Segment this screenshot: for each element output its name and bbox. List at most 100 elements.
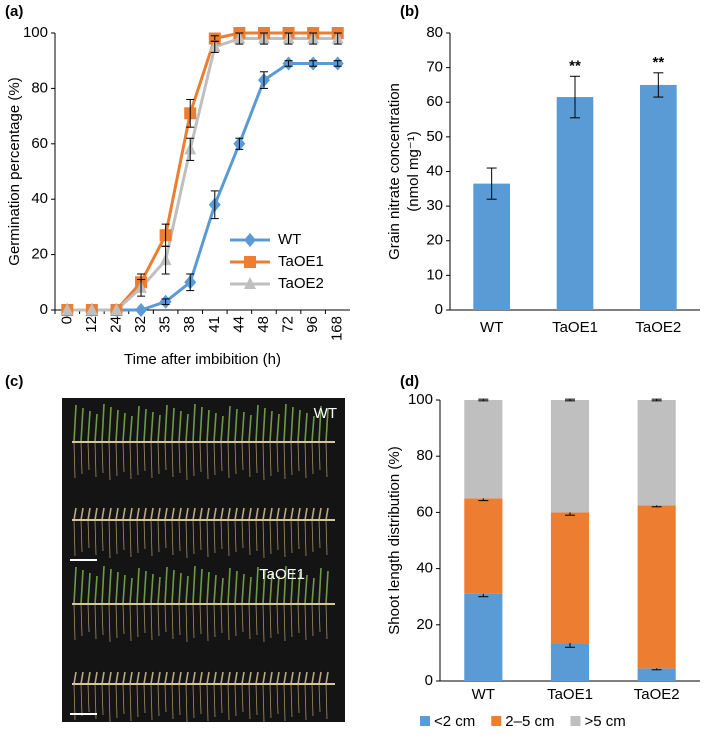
x-tick-label: TaOE2	[634, 686, 680, 703]
shoot	[276, 671, 280, 685]
root	[220, 683, 223, 714]
shoot	[199, 671, 203, 685]
y-tick-label: 70	[426, 59, 443, 76]
shoot	[318, 567, 322, 605]
shoot	[101, 403, 105, 443]
shoot	[136, 405, 140, 443]
root	[325, 683, 328, 720]
shoot	[136, 567, 140, 605]
shoot	[262, 671, 266, 685]
marker	[135, 303, 148, 317]
y-tick-label: 20	[31, 246, 48, 263]
root	[115, 441, 118, 477]
x-tick-label: TaOE1	[552, 319, 598, 336]
shoot	[227, 567, 231, 605]
root	[143, 683, 146, 714]
x-tick-label: TaOE2	[635, 319, 681, 336]
x-tick-label: 96	[304, 316, 321, 333]
root	[269, 441, 272, 477]
shoot	[234, 408, 238, 443]
shoot	[241, 507, 245, 521]
x-tick-label: 44	[230, 316, 247, 333]
x-tick-label: 0	[58, 316, 75, 324]
root	[304, 683, 307, 721]
root	[80, 519, 83, 553]
root	[213, 441, 216, 476]
root	[171, 519, 174, 556]
root	[101, 603, 104, 636]
shoot	[318, 507, 322, 521]
root	[297, 683, 300, 714]
root	[241, 519, 244, 549]
shoot	[199, 406, 203, 443]
shoot	[234, 570, 238, 605]
bar	[556, 97, 594, 311]
root	[115, 603, 118, 639]
shoot	[178, 572, 182, 605]
shoot	[185, 507, 189, 521]
shoot	[171, 569, 175, 605]
shoot	[304, 671, 308, 685]
shoot	[73, 671, 77, 685]
shoot	[108, 406, 112, 443]
shoot	[311, 671, 315, 685]
root	[276, 519, 279, 551]
shoot	[248, 576, 252, 605]
root	[255, 683, 258, 716]
root	[136, 441, 139, 476]
root	[150, 441, 153, 479]
root	[157, 603, 160, 637]
x-axis-label: Time after imbibition (h)	[124, 351, 281, 368]
root	[304, 603, 307, 641]
x-tick-label: TaOE1	[547, 686, 593, 703]
shoot	[297, 507, 301, 521]
photo-label: WT	[314, 405, 337, 422]
shoot	[199, 568, 203, 605]
shoot	[101, 671, 105, 685]
shoot	[318, 405, 322, 443]
shoot	[276, 507, 280, 521]
y-tick-label: 10	[426, 266, 443, 283]
root	[115, 519, 118, 555]
shoot	[94, 507, 98, 521]
shoot	[192, 403, 196, 443]
root	[234, 519, 237, 553]
shoot	[87, 572, 91, 605]
root	[262, 441, 265, 481]
shoot	[283, 403, 287, 443]
root	[108, 683, 111, 723]
shoot	[220, 671, 224, 685]
shoot	[220, 507, 224, 521]
shoot	[143, 570, 147, 605]
root	[80, 441, 83, 475]
shoot	[122, 507, 126, 521]
panel-label: (b)	[400, 3, 419, 20]
root	[311, 683, 314, 717]
root	[122, 603, 125, 635]
shoot	[283, 671, 287, 685]
root	[227, 683, 230, 721]
shoot	[255, 507, 259, 521]
shoot	[87, 671, 91, 685]
root	[115, 683, 118, 719]
shoot	[325, 570, 329, 605]
shoot	[311, 415, 315, 443]
shoot	[255, 404, 259, 443]
shoot	[171, 671, 175, 685]
x-tick-label: 35	[157, 316, 174, 333]
shoot	[206, 409, 210, 443]
root	[220, 603, 223, 634]
x-tick-label: 12	[83, 316, 100, 333]
bar	[640, 84, 677, 310]
marker	[110, 303, 123, 315]
root	[94, 519, 97, 556]
y-tick-label: 40	[416, 560, 433, 577]
shoot	[150, 411, 154, 443]
shoot	[73, 566, 77, 605]
x-tick-label: 24	[107, 316, 124, 333]
shoot	[311, 577, 315, 605]
shoot	[262, 507, 266, 521]
y-tick-label: 100	[23, 24, 48, 41]
shoot	[129, 577, 133, 605]
root	[290, 441, 293, 476]
